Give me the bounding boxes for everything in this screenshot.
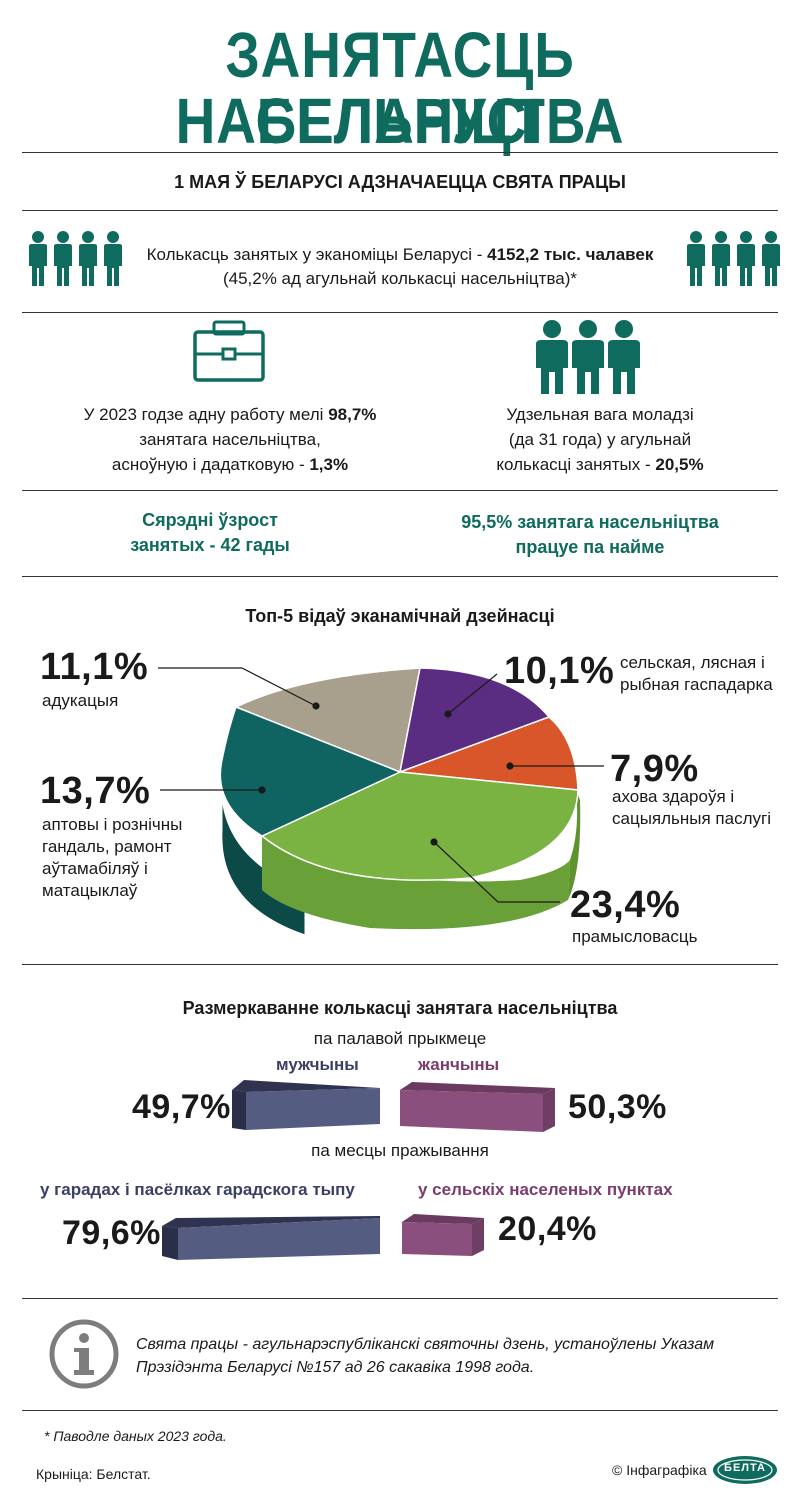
divider xyxy=(22,490,778,491)
pie-chart xyxy=(158,667,604,936)
residence-bars xyxy=(162,1214,484,1260)
leader-line-agriculture xyxy=(447,673,498,715)
women-value: 50,3% xyxy=(568,1088,667,1126)
footnote: * Паводле даных 2023 года. xyxy=(44,1428,227,1444)
gender-subtitle: па палавой прыкмеце xyxy=(313,1029,487,1048)
leader-line-industry xyxy=(433,841,560,903)
pie-value-trade: 13,7% xyxy=(40,770,151,812)
hired-text: 95,5% занятага насельніцтва працуе па най… xyxy=(461,512,719,557)
divider xyxy=(22,576,778,577)
people-group-icon xyxy=(29,231,122,286)
women-label: жанчыны xyxy=(418,1055,500,1074)
leader-dot-health xyxy=(506,762,514,770)
pie-value-industry: 23,4% xyxy=(570,884,681,926)
urban-label: у гарадах і пасёлках гарадскога тыпу xyxy=(40,1180,355,1199)
pie-value-health: 7,9% xyxy=(610,748,699,790)
belta-logo-text: БЕЛТА xyxy=(724,1462,766,1474)
divider xyxy=(22,1410,778,1411)
pie-label-trade: аптовы і рознічны гандаль, рамонт аўтама… xyxy=(42,815,183,900)
pie-slice-industry xyxy=(260,771,579,881)
men-value: 49,7% xyxy=(132,1088,231,1126)
pie-value-agriculture: 10,1% xyxy=(504,650,615,692)
rural-label: у сельскіх населеных пунктах xyxy=(418,1180,673,1199)
pie-label-agriculture: сельская, лясная і рыбная гаспадарка xyxy=(620,653,773,694)
pie-slice-health xyxy=(399,716,579,791)
employed-text: Колькасць занятых у эканоміцы Беларусі -… xyxy=(146,245,654,264)
pie-chart-title: Топ-5 відаў эканамічнай дзейнасці xyxy=(245,606,555,626)
belta-logo: БЕЛТА xyxy=(712,1455,778,1485)
leader-dot-agriculture xyxy=(444,710,452,718)
pie-label-education: адукацыя xyxy=(42,691,119,710)
pie-wall-front xyxy=(262,835,570,930)
urban-value: 79,6% xyxy=(62,1214,161,1252)
info-icon xyxy=(49,1319,119,1389)
people-group-icon xyxy=(687,231,780,286)
page-title-line1: ЗАНЯТАСЦЬ НАСЕЛЬНІЦТВА xyxy=(175,19,625,157)
young-people-icon xyxy=(536,320,640,394)
divider xyxy=(22,210,778,211)
divider xyxy=(22,964,778,965)
one-job-text: У 2023 годзе адну работу мелі 98,7% заня… xyxy=(83,405,377,474)
pie-label-industry: прамысловасць xyxy=(572,927,698,946)
info-text: Свята працы - агульнарэспубліканскі свят… xyxy=(136,1336,715,1376)
employed-share: (45,2% ад агульнай колькасці насельніцтв… xyxy=(222,269,578,288)
men-label: мужчыны xyxy=(276,1055,359,1074)
men-bar xyxy=(232,1080,380,1130)
leader-dot-industry xyxy=(430,838,438,846)
leader-line-education xyxy=(158,667,317,707)
page-title-line2: БЕЛАРУСІ xyxy=(256,85,544,157)
residence-subtitle: па месцы пражывання xyxy=(311,1141,489,1160)
women-bar xyxy=(400,1082,555,1132)
pie-value-education: 11,1% xyxy=(40,646,149,688)
gender-bars xyxy=(232,1080,555,1132)
briefcase-icon xyxy=(193,320,265,382)
subtitle: 1 МАЯ Ў БЕЛАРУСІ АДЗНАЧАЕЦЦА СВЯТА ПРАЦЫ xyxy=(174,172,626,192)
leader-dot-education xyxy=(312,702,320,710)
rural-value: 20,4% xyxy=(498,1210,597,1248)
divider xyxy=(22,1298,778,1299)
leader-dot-trade xyxy=(258,786,266,794)
divider xyxy=(22,152,778,153)
urban-bar xyxy=(162,1216,380,1260)
youth-text: Удзельная вага моладзі (да 31 года) у аг… xyxy=(496,405,704,474)
pie-slice-trade xyxy=(219,706,402,837)
distribution-title: Размеркаванне колькасці занятага насельн… xyxy=(182,998,618,1018)
avg-age-text: Сярэдні ўзрост занятых - 42 гады xyxy=(130,510,290,555)
source-text: Крыніца: Белстат. xyxy=(36,1466,151,1482)
pie-wall-right xyxy=(568,790,581,900)
divider xyxy=(22,312,778,313)
pie-slice-education xyxy=(234,667,421,774)
pie-label-health: ахова здароўя і сацыяльныя паслугі xyxy=(612,787,771,828)
credit-text: © Інфаграфіка xyxy=(612,1462,707,1478)
pie-slice-agriculture xyxy=(399,667,551,774)
rural-bar xyxy=(402,1214,484,1256)
